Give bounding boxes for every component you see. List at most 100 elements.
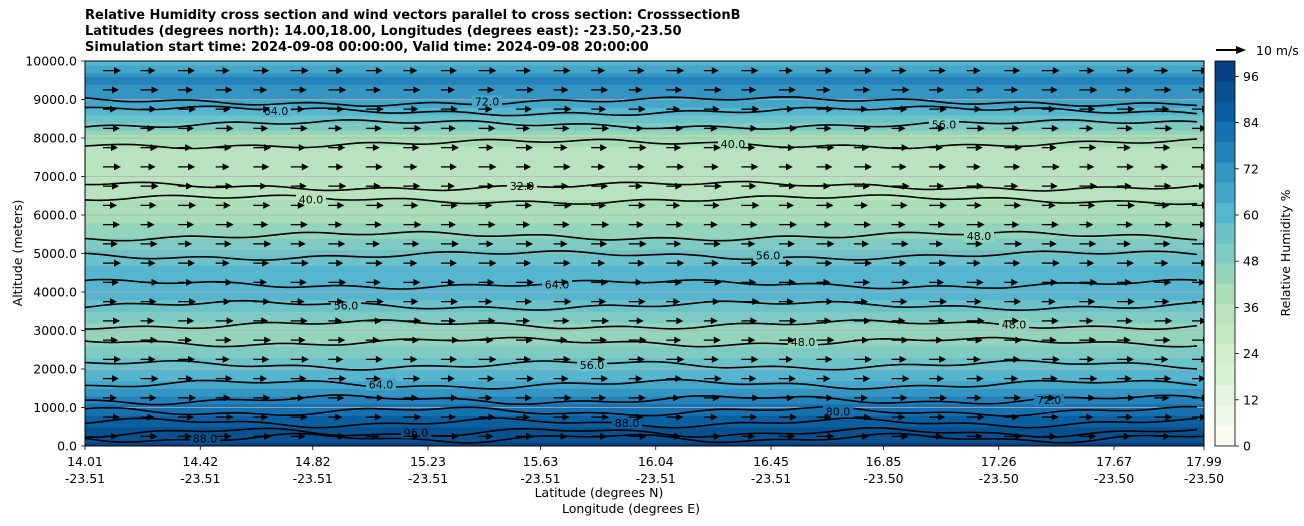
wind-arrow-head [562, 221, 570, 229]
humidity-band [85, 80, 1204, 85]
humidity-band [85, 118, 1204, 124]
humidity-band [85, 334, 1204, 339]
wind-arrow-head [940, 105, 948, 113]
wind-arrow-head [825, 259, 833, 267]
wind-arrow-head [188, 67, 196, 75]
wind-arrow-head [673, 105, 681, 113]
x-tick-label-lat: 17.67 [1096, 454, 1132, 469]
wind-arrow-head [1015, 336, 1023, 344]
wind-arrow-head [524, 259, 532, 267]
x-tick-label-lon: -23.51 [293, 471, 333, 486]
wind-arrow-head [898, 317, 906, 325]
wind-arrow-head [786, 394, 794, 402]
wind-arrow-head [973, 163, 981, 171]
wind-arrow-head [413, 86, 421, 94]
humidity-band [85, 141, 1204, 147]
contour-label-bg [718, 137, 748, 150]
wind-arrow-head [1014, 394, 1022, 402]
x-tick-label-lon: -23.50 [1184, 471, 1224, 486]
wind-arrow-head [410, 163, 418, 171]
wind-arrow-head [561, 278, 569, 286]
wind-arrow-head [151, 375, 159, 383]
y-tick-label: 5000.0 [33, 246, 77, 261]
wind-arrow-head [111, 336, 118, 344]
wind-arrow-head [114, 259, 121, 267]
wind-arrow-head [1123, 144, 1131, 152]
contour-label: 72.0 [475, 95, 500, 108]
wind-arrow-head [1201, 67, 1204, 75]
wind-arrow-head [411, 201, 419, 209]
wind-arrow-head [338, 336, 346, 344]
wind-arrow-head [374, 124, 382, 132]
wind-arrow-head [1048, 201, 1056, 209]
wind-arrow-head [862, 240, 870, 248]
wind-arrow-head [601, 182, 609, 190]
wind-arrow-head [225, 278, 233, 286]
chart-title-line-1: Relative Humidity cross section and wind… [85, 8, 741, 23]
wind-arrow-head [448, 317, 456, 325]
wind-arrow-head [186, 375, 194, 383]
humidity-band [85, 369, 1204, 374]
wind-arrow-head [261, 124, 269, 132]
humidity-band [85, 403, 1204, 409]
wind-vectors [103, 67, 1204, 440]
contour-line [85, 394, 1198, 406]
humidity-band [85, 76, 1204, 81]
wind-arrow-head [974, 105, 982, 113]
wind-arrow-head [1051, 317, 1059, 325]
humidity-band [85, 372, 1204, 378]
wind-arrow-head [976, 278, 984, 286]
wind-arrow-head [901, 432, 909, 440]
humidity-band [85, 68, 1204, 74]
wind-arrow-head [861, 394, 869, 402]
wind-arrow-head [712, 105, 720, 113]
wind-arrow-head [1164, 182, 1172, 190]
humidity-band [85, 318, 1204, 324]
wind-arrow-head [450, 298, 458, 306]
wind-arrow-head [149, 298, 157, 306]
wind-arrow-head [1163, 240, 1171, 248]
wind-arrow-head [147, 317, 155, 325]
wind-arrow-head [902, 182, 910, 190]
wind-arrow-head [524, 67, 532, 75]
wind-arrow-head [222, 163, 230, 171]
wind-arrow-head [1015, 144, 1023, 152]
wind-arrow-head [599, 201, 607, 209]
x-axis-label-longitude: Longitude (degrees E) [562, 501, 700, 516]
wind-arrow-head [638, 105, 646, 113]
wind-arrow-head [335, 221, 343, 229]
wind-arrow-head [1127, 201, 1135, 209]
wind-arrow-head [525, 105, 533, 113]
wind-arrow-head [149, 105, 157, 113]
wind-arrow-head [975, 144, 983, 152]
contour-line [85, 359, 1198, 371]
wind-arrow-head [297, 394, 305, 402]
wind-arrow-head [975, 240, 983, 248]
wind-arrow-head [711, 355, 719, 363]
wind-arrow-head [1161, 355, 1169, 363]
wind-arrow-head [487, 278, 495, 286]
wind-arrow-head [561, 375, 569, 383]
wind-arrow-head [564, 105, 572, 113]
humidity-band [85, 188, 1204, 193]
x-axis: 14.01 -23.51 14.42 -23.51 14.82 -23.51 15.23 -2… [65, 446, 1224, 486]
wind-arrow-head [749, 182, 757, 190]
y-tick-label: 1000.0 [33, 400, 77, 415]
wind-arrow-head [1052, 67, 1060, 75]
humidity-band [85, 384, 1204, 389]
wind-arrow-head [525, 201, 533, 209]
wind-arrow-head [372, 240, 380, 248]
wind-arrow-head [639, 336, 647, 344]
colorbar-tick-label: 84 [1243, 115, 1259, 130]
wind-arrow-head [1202, 201, 1204, 209]
quiver-key-label: 10 m/s [1256, 43, 1299, 58]
wind-arrow-head [448, 124, 456, 132]
wind-arrow-head [1051, 221, 1059, 229]
wind-arrow-head [186, 278, 194, 286]
wind-arrow-head [902, 86, 910, 94]
wind-arrow-head [375, 163, 383, 171]
wind-arrow-head [674, 336, 682, 344]
wind-arrow-head [564, 394, 572, 402]
wind-arrow-head [1088, 298, 1096, 306]
wind-arrow-head [599, 298, 607, 306]
